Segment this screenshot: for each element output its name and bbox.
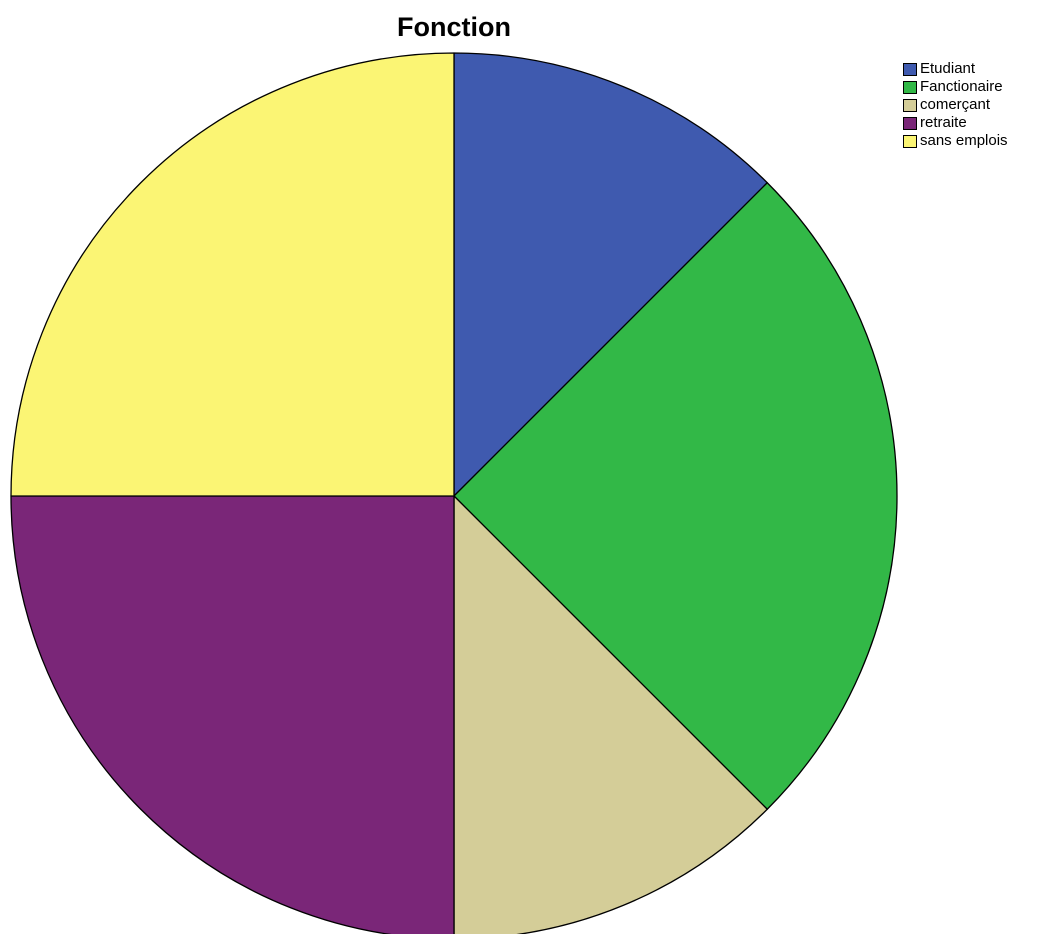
pie-slice-fanctionaire: [453, 182, 898, 810]
legend: Etudiant Fanctionaire comerçant retraite san…: [903, 60, 1008, 150]
legend-label: comerçant: [920, 96, 991, 113]
legend-label: Etudiant: [920, 60, 976, 77]
legend-swatch: [903, 116, 917, 130]
legend-swatch: [903, 80, 917, 94]
legend-swatch: [903, 62, 917, 76]
pie-slice-etudiant: [453, 52, 768, 497]
legend-item: sans emplois: [903, 132, 1008, 150]
legend-item: comerçant: [903, 96, 1008, 114]
legend-item: Etudiant: [903, 60, 1008, 78]
chart-title: Fonction: [397, 12, 511, 42]
legend-label: sans emplois: [920, 132, 1008, 149]
legend-item: retraite: [903, 114, 1008, 132]
legend-item: Fanctionaire: [903, 78, 1008, 96]
legend-swatch: [903, 134, 917, 148]
pie-slice-retraite: [10, 495, 455, 934]
legend-label: retraite: [920, 114, 967, 131]
pie-slice-sans-emplois: [10, 52, 455, 497]
legend-swatch: [903, 98, 917, 112]
legend-label: Fanctionaire: [920, 78, 1003, 95]
pie-slice-comer-ant: [453, 495, 768, 934]
